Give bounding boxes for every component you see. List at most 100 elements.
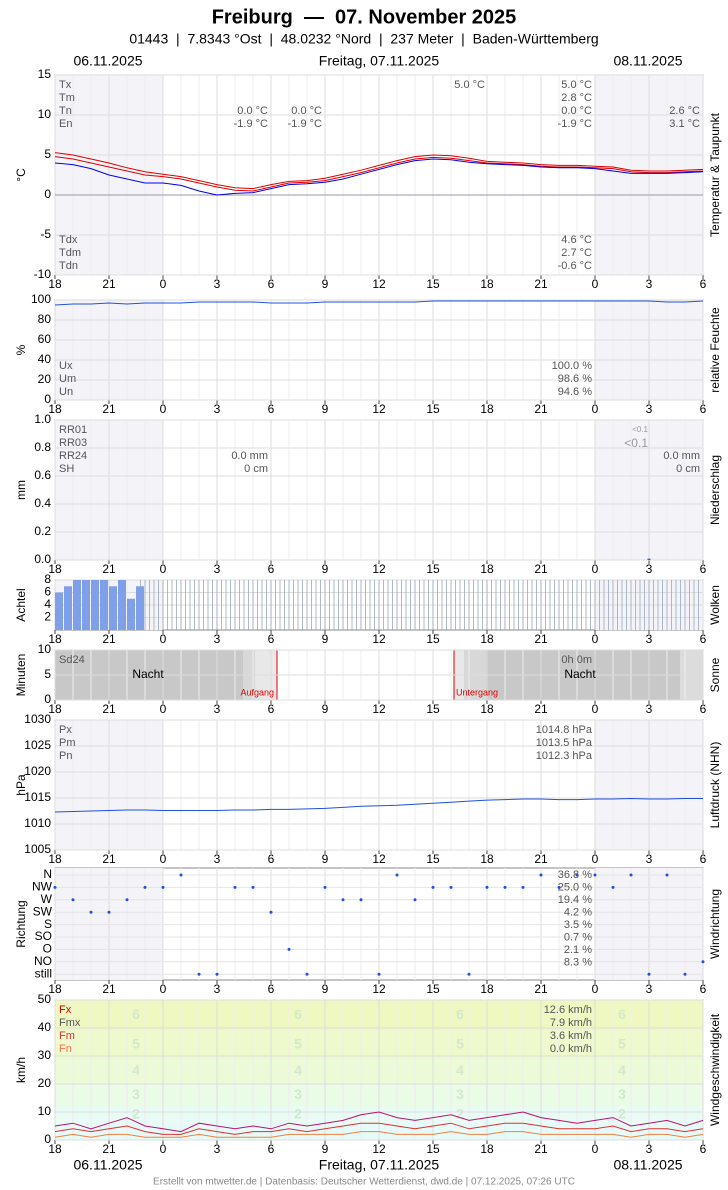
beaufort-label: 3 [456,1086,464,1102]
stat-value: 0h 0m [561,654,592,666]
y-tick-label: 40 [38,1020,52,1034]
stat-label: SH [59,463,74,475]
x-tick-label: 3 [214,982,221,996]
beaufort-label: 4 [294,1062,302,1078]
point [251,885,255,889]
point [701,960,705,964]
y-tick-label: 0.8 [34,440,51,454]
y-tick-label: N [43,867,52,881]
panel-title: Niederschlag [708,455,722,525]
x-tick-label: 15 [426,1142,440,1156]
y-tick-label: 10 [38,1104,52,1118]
series-line [54,158,704,196]
panel-title: Windrichtung [708,889,722,959]
x-tick-label: 9 [322,1142,329,1156]
x-tick-label: 21 [102,982,116,996]
y-tick-label: S [44,917,52,931]
bar [118,580,126,630]
x-tick-label: 12 [372,982,386,996]
y-axis-label: hPa [14,774,28,796]
beaufort-label: 6 [132,1006,140,1022]
stat-value: <0.1 [624,436,648,450]
y-tick-label: 20 [38,1076,52,1090]
beaufort-label: 3 [294,1086,302,1102]
x-tick-label: 18 [48,562,62,576]
x-tick-label: 15 [426,277,440,291]
date-right: 08.11.2025 [613,53,682,69]
y-tick-label: 1015 [24,790,51,804]
y-tick-label: 0 [44,1132,51,1146]
x-tick-label: 6 [268,562,275,576]
x-tick-label: 3 [646,982,653,996]
x-tick-label: 6 [700,402,707,416]
stat-label: RR24 [59,450,87,462]
x-tick-label: 21 [102,852,116,866]
point [359,898,363,902]
y-tick-label: 0 [44,392,51,406]
x-tick-label: 3 [646,562,653,576]
x-tick-label: 6 [700,852,707,866]
x-tick-label: 18 [480,632,494,646]
x-tick-label: 6 [268,1142,275,1156]
beaufort-label: 6 [294,1006,302,1022]
y-tick-label: NO [34,954,52,968]
stat-value: -0.6 °C [558,260,592,272]
bar [647,558,651,560]
x-tick-label: 18 [480,702,494,716]
stat-label: Tdn [59,260,78,272]
y-tick-label: 1025 [24,738,51,752]
x-tick-label: 21 [534,982,548,996]
x-tick-label: 3 [646,1142,653,1156]
date-center: Freitag, 07.11.2025 [319,53,440,69]
x-tick-label: 6 [268,277,275,291]
x-tick-label: 15 [426,702,440,716]
beaufort-label: 5 [618,1036,626,1052]
stat-label: RR03 [59,437,87,449]
stat-value: 0.0 °C [291,105,322,117]
x-tick-label: 18 [480,562,494,576]
stat-label: Tm [59,92,75,104]
x-tick-label: 0 [160,1142,167,1156]
x-tick-label: 6 [700,562,707,576]
point [593,873,597,877]
stat-value: <0.1 [632,425,648,434]
stat-label: En [59,118,72,130]
x-tick-label: 12 [372,402,386,416]
x-tick-label: 3 [646,277,653,291]
beaufort-label: 4 [618,1062,626,1078]
stat-value: 5.0 °C [454,79,485,91]
point [125,898,129,902]
y-tick-label: 8 [44,572,51,586]
stat-value: 2.8 °C [561,92,592,104]
stat-value: 1014.8 hPa [536,724,593,736]
y-tick-label: 1005 [24,842,51,856]
stat-label: Un [59,386,73,398]
series-line [54,1122,704,1135]
series-line [54,152,704,190]
stat-label: Pm [59,737,76,749]
bar [91,580,99,630]
bar [127,598,135,630]
stat-value: 12.6 km/h [544,1004,592,1016]
date-left: 06.11.2025 [73,53,142,69]
point [215,972,219,976]
x-tick-label: 18 [48,277,62,291]
y-tick-label: 6 [44,585,51,599]
x-tick-label: 0 [592,852,599,866]
beaufort-label: 5 [132,1036,140,1052]
y-tick-label: 1010 [24,816,51,830]
stat-value: -1.9 °C [288,118,322,130]
x-tick-label: 18 [480,402,494,416]
panel-title: Windgeschwindigkeit [708,1013,722,1126]
x-tick-label: 18 [48,852,62,866]
point [431,885,435,889]
beaufort-label: 2 [132,1106,140,1122]
stat-value: 25.0 % [558,881,592,893]
point [305,972,309,976]
beaufort-label: 5 [294,1036,302,1052]
y-tick-label: 0 [44,187,51,201]
x-tick-label: 21 [534,277,548,291]
y-axis-label: % [14,344,28,355]
series-line [54,797,703,813]
stat-label: Tx [59,79,72,91]
